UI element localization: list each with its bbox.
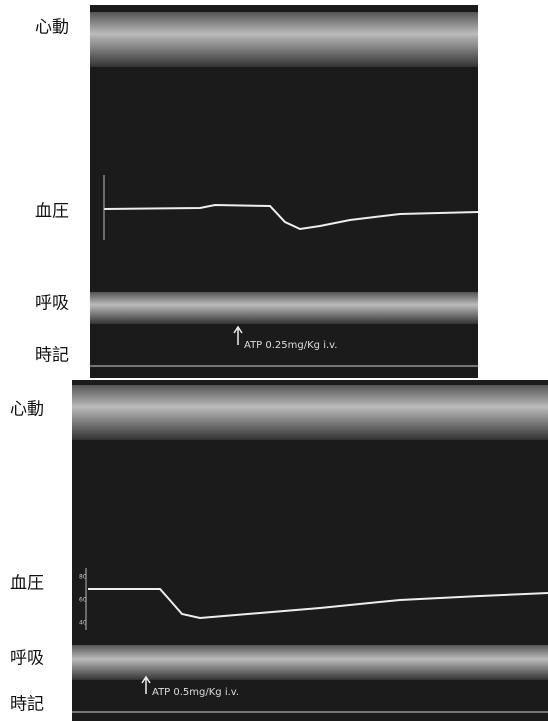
label: 血圧 (10, 574, 44, 594)
annotation: ATP 0.5mg/Kg i.v. (152, 687, 239, 698)
resp-band (90, 292, 478, 324)
tick-label: 60 (79, 597, 87, 604)
tick-label: 80 (79, 574, 87, 581)
tick-label: 40 (79, 620, 87, 627)
panel-top: ATP 0.25mg/Kg i.v. 心動 血圧 呼吸 時記 (35, 5, 478, 378)
label: 血圧 (35, 202, 69, 222)
label: 心動 (35, 18, 69, 38)
heart-band (72, 385, 548, 440)
label: 心動 (10, 400, 44, 420)
recording-figure: ATP 0.25mg/Kg i.v. 心動 血圧 呼吸 時記 80 60 40 … (0, 0, 548, 721)
resp-band (72, 645, 548, 680)
label: 呼吸 (10, 649, 44, 669)
panel-bottom: 80 60 40 ATP 0.5mg/Kg i.v. 心動 血圧 呼吸 時記 (10, 380, 548, 721)
label: 呼吸 (35, 294, 69, 314)
label: 時記 (10, 695, 44, 715)
heart-band (90, 12, 478, 67)
label: 時記 (35, 346, 69, 366)
annotation: ATP 0.25mg/Kg i.v. (244, 340, 337, 351)
